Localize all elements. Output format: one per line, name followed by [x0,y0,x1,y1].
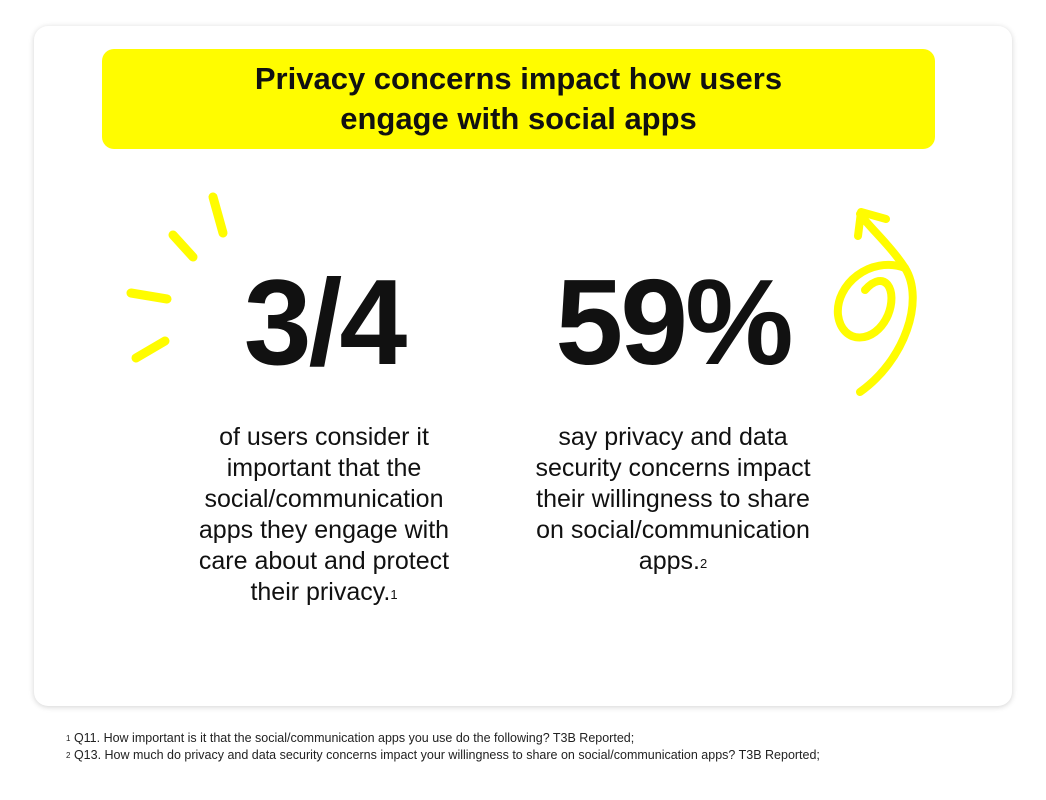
stat-description-left: of users consider it important that the … [176,422,472,608]
footnote-marker: 1 [390,587,398,602]
footnote-marker: 2 [699,556,708,571]
stat-value-right: 59% [555,254,793,390]
footnote-1: 1 Q11. How important is it that the soci… [66,730,1026,747]
stat-value-left: 3/4 [243,254,408,390]
footnote-2-mark: 2 [66,751,71,760]
footnotes: 1 Q11. How important is it that the soci… [66,730,1026,764]
title-banner: Privacy concerns impact how users engage… [102,49,935,149]
footnote-2-text: Q13. How much do privacy and data securi… [73,748,820,762]
banner-title: Privacy concerns impact how users engage… [254,61,783,136]
footnote-1-text: Q11. How important is it that the social… [73,731,635,745]
footnote-1-mark: 1 [66,734,71,743]
stat-description-left-text: of users consider it important that the … [198,423,450,606]
stat-description-right-text: say privacy and data security concerns i… [535,423,811,575]
footnote-2: 2 Q13. How much do privacy and data secu… [66,747,1026,764]
stat-description-right: say privacy and data security concerns i… [520,422,826,577]
